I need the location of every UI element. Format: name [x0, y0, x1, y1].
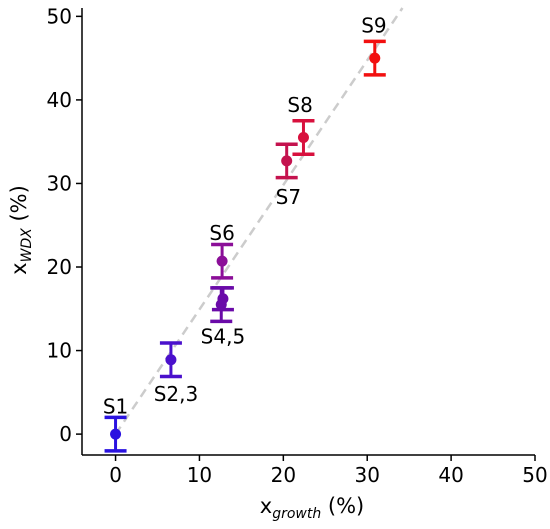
y-axis-title-main: x: [7, 262, 31, 274]
y-tick-label: 20: [47, 255, 72, 279]
points-layer: [104, 39, 386, 453]
point-label: S2,3: [154, 382, 199, 406]
x-tick-label: 20: [271, 463, 296, 487]
data-point: [281, 155, 293, 167]
x-tick-label: 40: [438, 463, 463, 487]
data-point: [297, 132, 309, 144]
x-tick-label: 10: [187, 463, 212, 487]
y-tick-label: 10: [47, 339, 72, 363]
y-axis-title-unit: (%): [7, 185, 31, 228]
data-point: [369, 52, 381, 64]
data-point-group: [210, 286, 233, 324]
axes-layer: 0 10 20 30 40 50 0 10 20 30 40 50: [47, 4, 548, 487]
data-point-group: [104, 415, 127, 453]
x-tick-label: 50: [522, 463, 547, 487]
data-point: [217, 293, 229, 305]
x-tick-label: 0: [109, 463, 122, 487]
point-label: S1: [103, 395, 128, 419]
x-tick-label: 30: [354, 463, 379, 487]
reference-line: [114, 7, 404, 435]
data-point: [216, 255, 228, 267]
y-axis-title: xWDX (%): [7, 185, 35, 275]
y-tick-label: 30: [47, 171, 72, 195]
y-tick-label: 0: [59, 422, 72, 446]
x-axis-title-subscript: growth: [272, 506, 321, 522]
y-tick-label: 40: [47, 88, 72, 112]
reference-line-layer: [114, 7, 404, 435]
data-point-group: [363, 39, 386, 77]
axis-titles-layer: xgrowth (%) xWDX (%): [7, 185, 364, 522]
data-point: [110, 428, 122, 440]
data-point-group: [159, 341, 182, 379]
point-label: S9: [361, 14, 386, 38]
data-point-group: [211, 286, 234, 312]
labels-layer: S1 S2,3 S4,5 S6 S7 S8 S9: [103, 14, 387, 419]
point-label: S6: [209, 221, 234, 245]
point-label: S4,5: [201, 324, 246, 348]
point-label: S8: [287, 93, 312, 117]
data-point-group: [211, 242, 234, 280]
data-point-group: [292, 119, 315, 156]
x-axis-title: xgrowth (%): [260, 494, 364, 522]
y-axis-title-subscript: WDX: [19, 228, 35, 263]
y-tick-label: 50: [47, 4, 72, 28]
x-axis-title-unit: (%): [321, 494, 364, 518]
data-point: [165, 354, 177, 366]
x-axis-title-main: x: [260, 494, 272, 518]
data-point-group: [275, 142, 298, 180]
point-label: S7: [276, 185, 301, 209]
